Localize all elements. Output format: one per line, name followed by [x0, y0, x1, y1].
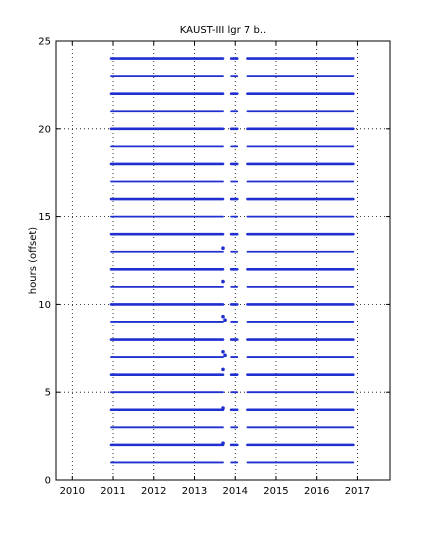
data-point — [221, 441, 225, 445]
x-tick-label: 2015 — [263, 486, 288, 497]
y-tick-label: 25 — [38, 37, 51, 48]
chart-title: KAUST-III lgr 7 b.. — [180, 25, 266, 36]
y-tick-label: 5 — [45, 388, 51, 399]
y-axis-label: hours (offset) — [28, 227, 39, 294]
y-tick-label: 10 — [38, 300, 51, 311]
data-point — [221, 246, 225, 251]
x-tick-label: 2014 — [222, 486, 247, 497]
x-tick-label: 2016 — [304, 486, 329, 497]
x-tick-label: 2011 — [100, 486, 125, 497]
data-point — [223, 318, 227, 323]
data-point — [223, 353, 227, 358]
x-axis: 2010 2011 2012 2013 2014 2015 2016 2017 — [60, 41, 370, 497]
x-tick-label: 2017 — [345, 486, 370, 497]
y-tick-label: 0 — [45, 476, 51, 487]
grid — [56, 41, 390, 480]
data-point — [221, 367, 225, 372]
data-point — [221, 279, 225, 284]
data-point — [221, 350, 225, 354]
y-tick-label: 15 — [38, 212, 51, 223]
plot-frame — [55, 40, 391, 481]
x-tick-label: 2013 — [182, 486, 207, 497]
y-axis: 0 5 10 15 20 25 — [38, 37, 390, 487]
x-tick-label: 2012 — [141, 486, 166, 497]
data-point — [221, 314, 225, 319]
data-point — [221, 406, 225, 410]
y-tick-label: 20 — [38, 124, 51, 135]
x-tick-label: 2010 — [60, 486, 85, 497]
data-points — [109, 57, 355, 464]
